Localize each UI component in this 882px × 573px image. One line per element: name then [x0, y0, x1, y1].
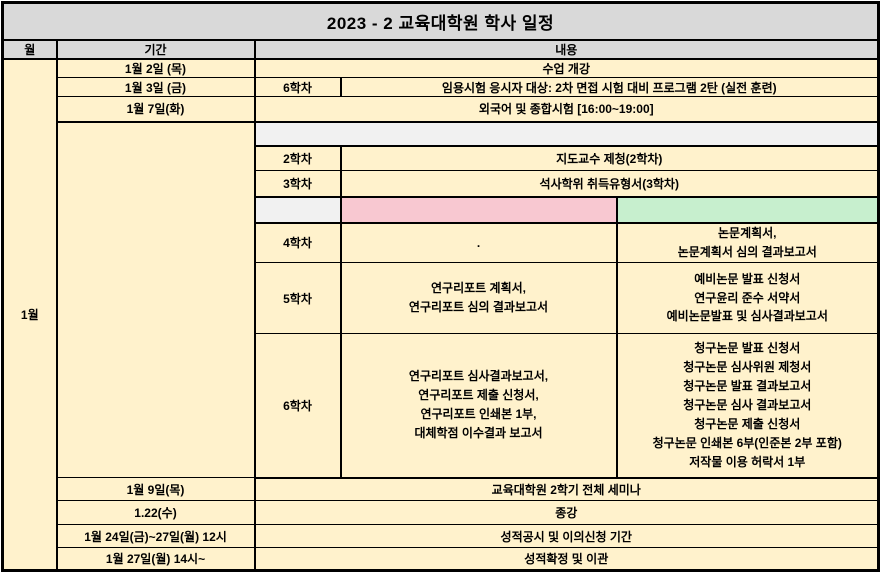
content-cell: 임용시험 응시자 대상: 2차 면접 시험 대비 프로그램 2탄 (실전 훈련): [339, 77, 880, 97]
period-cell: 1월 27일(월) 14시~: [56, 547, 256, 571]
month-cell: 1월: [2, 58, 58, 571]
content-cell: 교육대학원 2학기 전체 세미나: [253, 477, 880, 501]
degree-header-thesis: [615, 196, 880, 224]
row-sem2: 2학차 지도교수 제청(2학차): [3, 145, 880, 171]
non-thesis-cell: .: [340, 222, 618, 263]
row-sem4: 4학차 . 논문계획서, 논문계획서 심의 결과보고서: [3, 222, 880, 263]
row-sem5: 5학차 연구리포트 계획서, 연구리포트 심의 결과보고서 예비논문 발표 신청…: [3, 262, 880, 334]
content-cell: 종강: [253, 500, 880, 525]
non-thesis-cell: 연구리포트 심사결과보고서, 연구리포트 제출 신청서, 연구리포트 인쇄본 1…: [340, 333, 618, 479]
col-header-month: 월: [2, 39, 58, 60]
content-cell: 지도교수 제청(2학차): [339, 145, 880, 171]
semester-cell: 6학차: [254, 333, 342, 479]
period-range-cell: [56, 121, 256, 478]
col-header-content: 내용: [253, 39, 880, 60]
row-interview-program: 1월 3일 (금) 6학차 임용시험 응시자 대상: 2차 면접 시험 대비 프…: [3, 77, 880, 97]
period-cell: 1월 3일 (금): [56, 77, 256, 97]
period-cell: 1월 24일(금)~27일(월) 12시: [56, 524, 256, 548]
row-sem6: 6학차 연구리포트 심사결과보고서, 연구리포트 제출 신청서, 연구리포트 인…: [3, 333, 880, 479]
row-docs-header: [3, 121, 880, 478]
row-grade-notice: 1월 24일(금)~27일(월) 12시 성적공시 및 이의신청 기간: [3, 524, 880, 548]
non-thesis-cell: 연구리포트 계획서, 연구리포트 심의 결과보고서: [340, 262, 618, 334]
page-title: 2023 - 2 교육대학원 학사 일정: [1, 2, 880, 41]
semester-cell: 3학차: [254, 170, 342, 198]
row-sem3: 3학차 석사학위 취득유형서(3학차): [3, 170, 880, 198]
content-cell: 외국어 및 종합시험 [16:00~19:00]: [253, 96, 880, 123]
content-cell: 수업 개강: [253, 58, 880, 78]
period-cell: 1월 9일(목): [56, 477, 256, 501]
semester-cell: 6학차: [254, 77, 342, 97]
docs-section-header: [253, 121, 880, 147]
content-cell: 석사학위 취득유형서(3학차): [339, 170, 880, 198]
period-cell: 1.22(수): [56, 500, 256, 525]
column-header-row: 월 기간 내용: [2, 39, 880, 60]
col-header-period: 기간: [56, 39, 256, 60]
row-seminar: 1월 9일(목) 교육대학원 2학기 전체 세미나: [3, 477, 880, 501]
title-row: 2023 - 2 교육대학원 학사 일정: [1, 2, 880, 41]
row-degree-header: [3, 196, 880, 224]
period-cell: 1월 2일 (목): [56, 58, 256, 78]
row-grade-final: 1월 27일(월) 14시~ 성적확정 및 이관: [3, 547, 880, 571]
thesis-cell: 청구논문 발표 신청서 청구논문 심사위원 제청서 청구논문 발표 결과보고서 …: [615, 333, 880, 479]
row-language-exam: 1월 7일(화) 외국어 및 종합시험 [16:00~19:00]: [3, 96, 880, 123]
semester-cell: 5학차: [254, 262, 342, 334]
period-cell: 1월 7일(화): [56, 96, 256, 123]
row-class-end: 1.22(수) 종강: [3, 500, 880, 525]
row-class-start: 1월 1월 2일 (목) 수업 개강: [2, 58, 880, 571]
content-cell: 성적확정 및 이관: [253, 547, 880, 571]
semester-cell: 4학차: [254, 222, 342, 263]
degree-header-non-thesis: [340, 196, 618, 224]
semester-cell: 2학차: [254, 145, 342, 171]
content-cell: 성적공시 및 이의신청 기간: [253, 524, 880, 548]
thesis-cell: 논문계획서, 논문계획서 심의 결과보고서: [615, 222, 880, 263]
thesis-cell: 예비논문 발표 신청서 연구윤리 준수 서약서 예비논문발표 및 심사결과보고서: [615, 262, 880, 334]
degree-header-semester: [254, 196, 342, 224]
